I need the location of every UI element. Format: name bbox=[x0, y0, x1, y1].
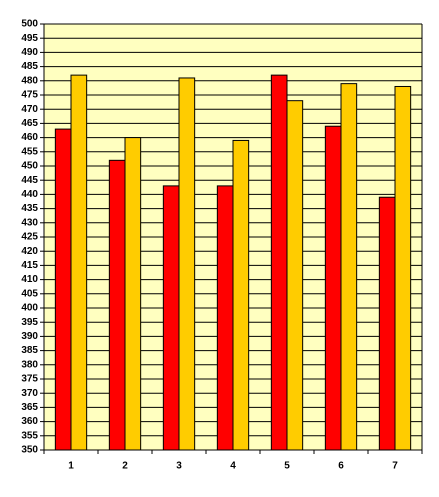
bar bbox=[178, 77, 196, 451]
y-tick-label: 400 bbox=[21, 303, 38, 314]
y-tick-label: 485 bbox=[21, 61, 38, 72]
y-tick-label: 450 bbox=[21, 161, 38, 172]
y-tick-label: 410 bbox=[21, 274, 38, 285]
bar bbox=[286, 100, 304, 451]
y-tick-label: 480 bbox=[21, 75, 38, 86]
bar bbox=[232, 139, 250, 451]
bar bbox=[270, 74, 288, 451]
x-tick-label: 5 bbox=[284, 461, 290, 472]
y-tick-label: 365 bbox=[21, 402, 38, 413]
bar bbox=[54, 128, 72, 451]
y-tick-label: 475 bbox=[21, 90, 38, 101]
y-tick-label: 435 bbox=[21, 203, 38, 214]
y-tick-label: 405 bbox=[21, 288, 38, 299]
y-tick-label: 380 bbox=[21, 359, 38, 370]
y-tick-label: 465 bbox=[21, 118, 38, 129]
bar bbox=[324, 125, 342, 451]
x-tick-label: 7 bbox=[392, 461, 398, 472]
y-tick-label: 350 bbox=[21, 445, 38, 456]
y-tick-label: 355 bbox=[21, 430, 38, 441]
bar bbox=[378, 196, 396, 451]
y-tick-label: 470 bbox=[21, 104, 38, 115]
x-tick-label: 6 bbox=[338, 461, 344, 472]
y-tick-label: 490 bbox=[21, 47, 38, 58]
y-tick-label: 395 bbox=[21, 317, 38, 328]
x-tick-label: 4 bbox=[230, 461, 236, 472]
bar bbox=[70, 74, 88, 451]
bar bbox=[394, 85, 412, 451]
bar bbox=[216, 185, 234, 451]
y-tick-label: 375 bbox=[21, 374, 38, 385]
bar bbox=[340, 83, 358, 451]
bar bbox=[124, 137, 142, 451]
y-tick-label: 425 bbox=[21, 232, 38, 243]
y-tick-label: 360 bbox=[21, 416, 38, 427]
y-tick-label: 415 bbox=[21, 260, 38, 271]
y-tick-label: 495 bbox=[21, 33, 38, 44]
y-tick-label: 430 bbox=[21, 217, 38, 228]
bar bbox=[108, 159, 126, 451]
y-tick-label: 440 bbox=[21, 189, 38, 200]
y-tick-label: 385 bbox=[21, 345, 38, 356]
y-tick-label: 420 bbox=[21, 246, 38, 257]
y-tick-label: 445 bbox=[21, 175, 38, 186]
y-tick-label: 500 bbox=[21, 19, 38, 30]
bar bbox=[162, 185, 180, 451]
x-tick-label: 2 bbox=[122, 461, 128, 472]
x-tick-label: 3 bbox=[176, 461, 182, 472]
y-tick-label: 455 bbox=[21, 146, 38, 157]
y-tick-label: 460 bbox=[21, 132, 38, 143]
y-tick-label: 370 bbox=[21, 388, 38, 399]
y-tick-label: 390 bbox=[21, 331, 38, 342]
x-tick-label: 1 bbox=[68, 461, 74, 472]
